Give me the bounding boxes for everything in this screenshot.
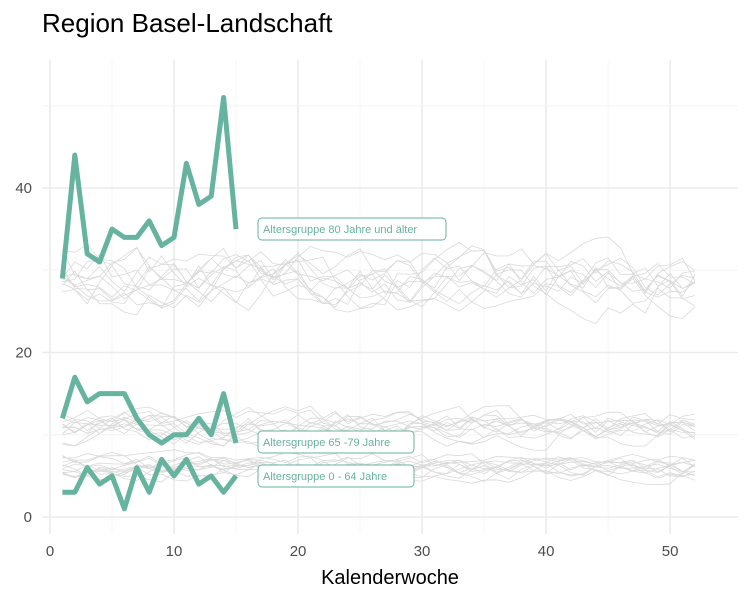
background-line	[62, 415, 696, 451]
x-axis-label: Kalenderwoche	[321, 567, 459, 589]
background-line	[62, 405, 696, 441]
series-annotation: Altersgruppe 0 - 64 Jahre	[257, 464, 415, 488]
y-tick-label: 40	[15, 180, 32, 197]
background-line	[62, 262, 696, 308]
annotations: Altersgruppe 80 Jahre und älter Altersgru…	[257, 217, 447, 488]
annotation-box	[257, 464, 415, 488]
background-line	[62, 451, 696, 481]
series-annotation: Altersgruppe 80 Jahre und älter	[257, 217, 447, 241]
series-line	[62, 456, 238, 512]
background-line	[62, 247, 696, 325]
x-tick-label: 0	[46, 543, 54, 560]
series-line	[59, 95, 239, 279]
series-line	[60, 374, 239, 446]
background-line	[62, 243, 696, 312]
background-line	[62, 405, 695, 442]
annotation-label: Altersgruppe 80 Jahre und älter	[263, 224, 417, 236]
background-line	[62, 249, 696, 298]
x-tick-label: 50	[662, 543, 679, 560]
annotation-box	[257, 217, 447, 241]
highlight-lines	[59, 95, 239, 512]
x-tick-label: 20	[290, 543, 307, 560]
background-line	[62, 258, 696, 304]
x-tick-label: 40	[538, 543, 555, 560]
x-axis-ticks: 0 10 20 30 40 50	[46, 543, 679, 560]
background-line	[62, 408, 696, 438]
annotation-label: Altersgruppe 65 -79 Jahre	[263, 437, 390, 449]
background-line	[62, 406, 696, 439]
y-tick-label: 20	[15, 345, 32, 362]
chart-title: Region Basel-Landschaft	[42, 8, 333, 38]
y-tick-label: 0	[24, 509, 32, 526]
annotation-label: Altersgruppe 0 - 64 Jahre	[263, 471, 387, 483]
y-axis-ticks: 0 20 40	[15, 180, 32, 526]
background-line	[62, 242, 695, 313]
background-line	[62, 253, 696, 320]
x-tick-label: 30	[414, 543, 431, 560]
grid	[42, 60, 738, 534]
series-annotation: Altersgruppe 65 -79 Jahre	[257, 430, 415, 454]
annotation-box	[257, 430, 415, 454]
background-line	[62, 245, 696, 305]
x-tick-label: 10	[166, 543, 183, 560]
